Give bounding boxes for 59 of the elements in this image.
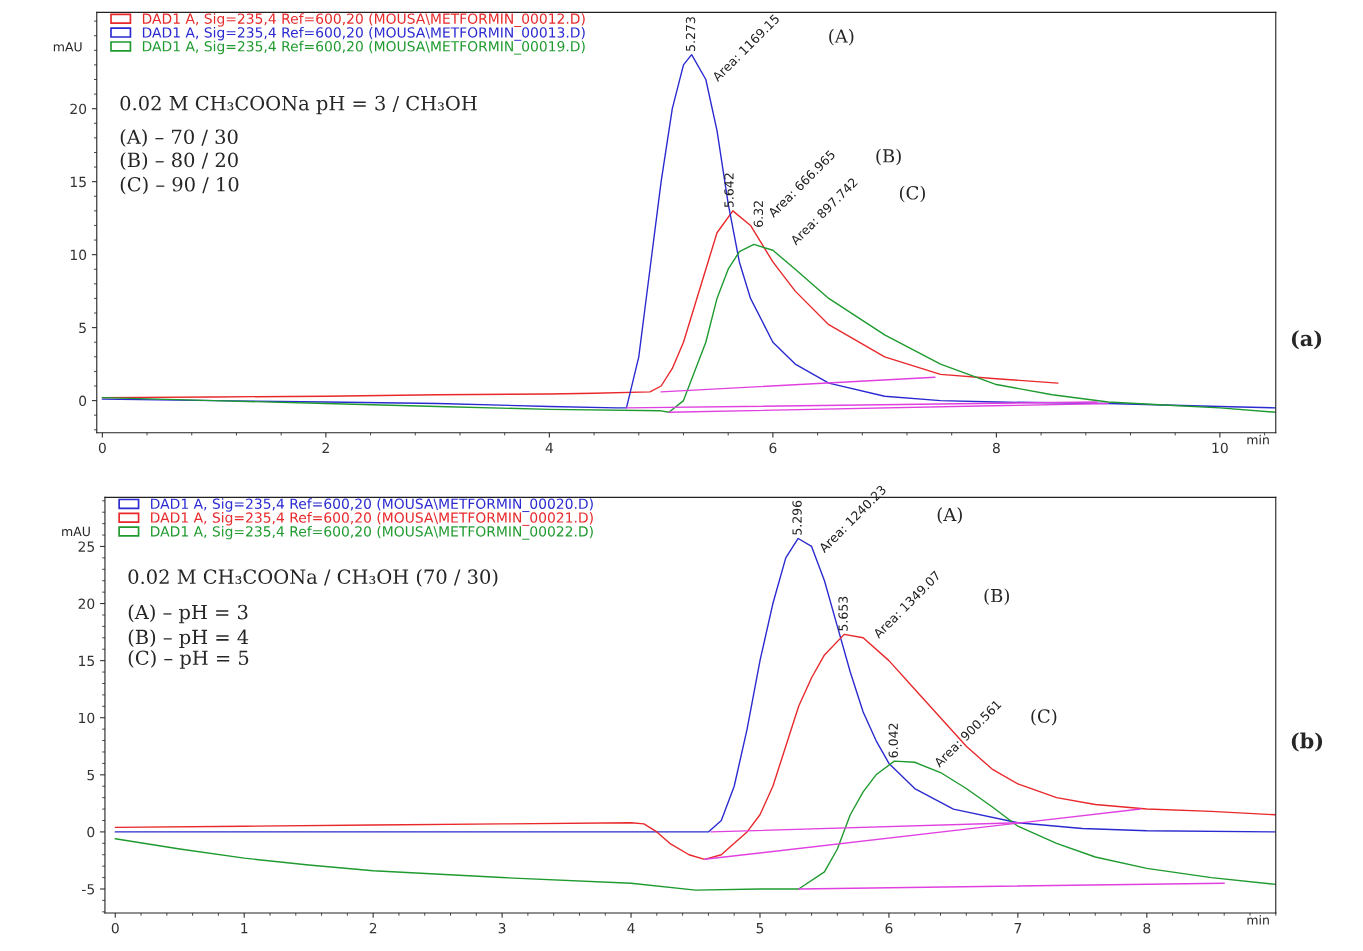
y-axis-title: mAU — [62, 526, 90, 537]
y-tick-label: 20 — [70, 103, 87, 115]
legend-label: DAD1 A, Sig=235,4 Ref=600,20 (MOUSA\METFORMIN_00021.D) — [151, 512, 593, 526]
x-axis-title: min — [1247, 915, 1269, 925]
x-tick-label: 6 — [769, 442, 777, 454]
y-tick-label: 0 — [79, 395, 87, 407]
x-tick-label: 7 — [1014, 923, 1022, 934]
y-tick-label: 0 — [87, 826, 95, 838]
annotation: (C) — [899, 185, 925, 203]
annotation: (C) – 90 / 10 — [120, 176, 239, 195]
legend-label: DAD1 A, Sig=235,4 Ref=600,20 (MOUSA\METFORMIN_00013.D) — [142, 26, 585, 41]
annotation: 0.02 M CH₃COONa pH = 3 / CH₃OH — [120, 95, 477, 115]
legend-label: DAD1 A, Sig=235,4 Ref=600,20 (MOUSA\METFORMIN_00012.D) — [142, 13, 585, 27]
x-tick-label: 8 — [1143, 922, 1151, 934]
annotation: (B) – pH = 4 — [128, 629, 249, 649]
y-tick-label: 25 — [78, 541, 95, 552]
x-tick-label: 4 — [627, 923, 635, 934]
annotation: (B) – 80 / 20 — [120, 152, 238, 170]
annotation: (C) — [1031, 708, 1057, 726]
x-tick-label: 8 — [992, 442, 1000, 454]
annotation: 5.642 — [724, 173, 734, 208]
y-tick-label: 5 — [87, 769, 95, 781]
annotation: (A) — [829, 28, 854, 46]
y-tick-label: 10 — [70, 249, 87, 261]
text: (a) — [1291, 330, 1322, 350]
annotation: (B) — [876, 148, 901, 166]
x-tick-label: 10 — [1212, 442, 1228, 454]
x-tick-label: 3 — [498, 922, 506, 934]
y-tick-label: 5 — [79, 322, 86, 334]
annotation: 6.32 — [753, 201, 764, 227]
y-tick-label: 15 — [70, 176, 86, 188]
text: (b) — [1291, 732, 1323, 752]
y-tick-label: 20 — [78, 598, 95, 610]
legend-label: DAD1 A, Sig=235,4 Ref=600,20 (MOUSA\METFORMIN_00019.D) — [142, 40, 585, 55]
y-axis-title: mAU — [53, 42, 82, 52]
annotation: 6.042 — [888, 723, 898, 758]
annotation: (A) – pH = 3 — [128, 604, 248, 624]
x-tick-label: 0 — [111, 922, 119, 934]
annotation: (A) — [937, 507, 962, 524]
annotation: 0.02 M CH₃COONa / CH₃OH (70 / 30) — [128, 569, 498, 587]
x-tick-label: 4 — [545, 442, 554, 453]
x-tick-label: 6 — [885, 922, 893, 934]
annotation: (C) – pH = 5 — [128, 650, 249, 669]
legend-label: DAD1 A, Sig=235,4 Ref=600,20 (MOUSA\METFORMIN_00020.D) — [151, 498, 593, 513]
annotation: (B) — [984, 588, 1009, 605]
annotation: 5.273 — [685, 17, 696, 51]
legend-label: DAD1 A, Sig=235,4 Ref=600,20 (MOUSA\METFORMIN_00022.D) — [151, 525, 593, 540]
y-tick-label: 15 — [79, 655, 95, 667]
x-tick-label: 2 — [369, 922, 377, 934]
y-tick-label: 10 — [79, 712, 95, 724]
x-tick-label: 1 — [241, 923, 248, 934]
annotation: 5.296 — [792, 500, 802, 535]
x-axis-title: min — [1247, 434, 1269, 445]
x-tick-label: 0 — [98, 442, 106, 454]
y-tick-label: -5 — [82, 884, 95, 895]
annotation: (A) – 70 / 30 — [120, 129, 238, 147]
x-tick-label: 2 — [322, 442, 329, 453]
x-tick-label: 5 — [756, 923, 764, 934]
annotation: 5.653 — [838, 596, 848, 631]
